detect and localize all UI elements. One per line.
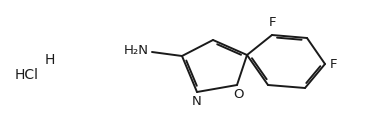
Text: N: N [192,95,202,108]
Text: H: H [45,53,55,67]
Text: H₂N: H₂N [124,44,149,57]
Text: HCl: HCl [15,68,39,82]
Text: F: F [330,57,337,71]
Text: F: F [268,16,276,29]
Text: O: O [233,88,243,101]
